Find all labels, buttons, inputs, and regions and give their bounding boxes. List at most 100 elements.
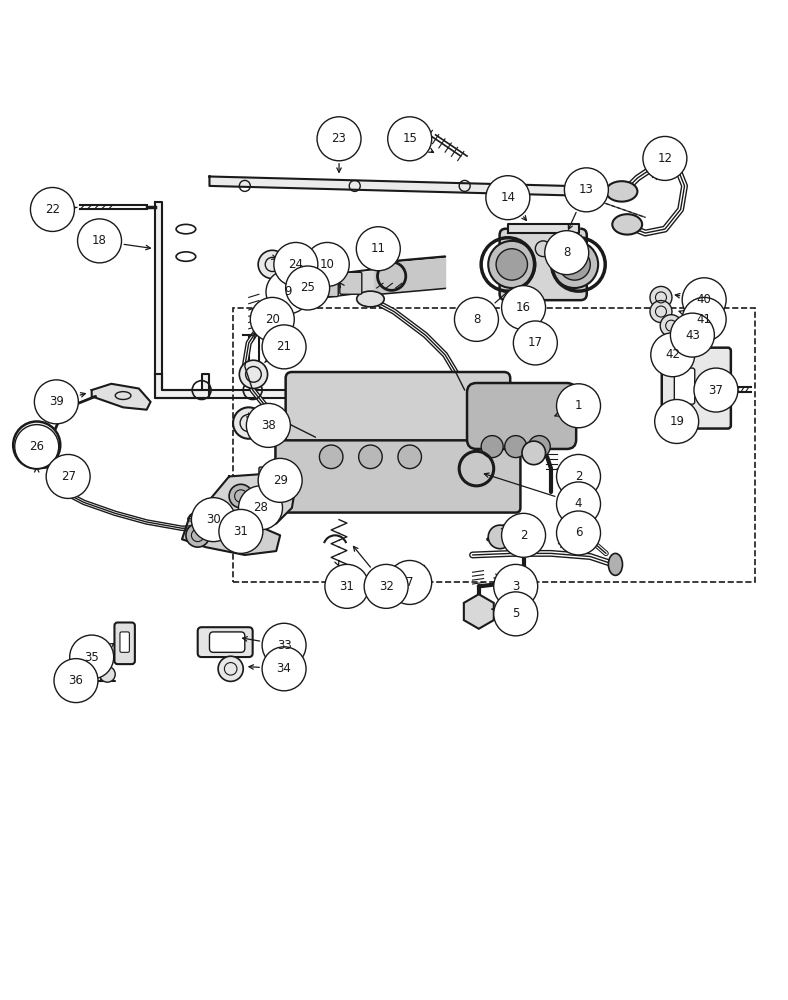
FancyBboxPatch shape: [210, 632, 245, 652]
Circle shape: [496, 249, 527, 280]
Circle shape: [671, 313, 715, 357]
Text: 16: 16: [516, 301, 531, 314]
Circle shape: [655, 399, 699, 443]
Polygon shape: [91, 384, 151, 410]
Text: 29: 29: [273, 474, 288, 487]
Circle shape: [522, 441, 545, 465]
Ellipse shape: [278, 272, 306, 288]
Circle shape: [650, 301, 672, 323]
FancyBboxPatch shape: [662, 348, 730, 429]
Text: 23: 23: [332, 132, 347, 145]
Circle shape: [77, 219, 121, 263]
Circle shape: [229, 484, 253, 508]
Ellipse shape: [608, 553, 623, 575]
Circle shape: [356, 227, 400, 271]
Circle shape: [13, 421, 60, 469]
Text: 15: 15: [402, 132, 417, 145]
Circle shape: [511, 293, 527, 309]
Text: 36: 36: [69, 674, 84, 687]
Circle shape: [556, 454, 600, 498]
Circle shape: [650, 286, 672, 308]
Circle shape: [364, 564, 408, 608]
Text: 12: 12: [657, 152, 672, 165]
Text: 43: 43: [685, 329, 700, 342]
Circle shape: [262, 325, 306, 369]
Circle shape: [233, 407, 265, 439]
Circle shape: [186, 524, 210, 547]
Circle shape: [551, 241, 598, 288]
Circle shape: [54, 659, 98, 703]
Text: 41: 41: [697, 313, 712, 326]
Circle shape: [502, 513, 545, 557]
Circle shape: [556, 482, 600, 526]
Circle shape: [682, 278, 727, 322]
Text: 31: 31: [340, 580, 355, 593]
Text: 18: 18: [92, 234, 107, 247]
Circle shape: [251, 297, 294, 341]
Polygon shape: [210, 176, 567, 195]
Circle shape: [515, 304, 531, 319]
Text: 13: 13: [579, 183, 594, 196]
Circle shape: [505, 436, 526, 458]
Circle shape: [35, 380, 78, 424]
Circle shape: [285, 266, 329, 310]
Circle shape: [266, 270, 310, 314]
Text: 10: 10: [320, 258, 335, 271]
Circle shape: [643, 136, 687, 180]
Circle shape: [262, 647, 306, 691]
Circle shape: [564, 168, 608, 212]
FancyBboxPatch shape: [276, 440, 520, 513]
Text: 28: 28: [253, 501, 268, 514]
Polygon shape: [154, 374, 299, 398]
Bar: [233, 308, 755, 582]
Text: 22: 22: [45, 203, 60, 216]
Circle shape: [219, 509, 263, 553]
Polygon shape: [182, 500, 281, 555]
FancyBboxPatch shape: [500, 229, 587, 300]
Text: 2: 2: [520, 529, 527, 542]
FancyBboxPatch shape: [114, 622, 135, 664]
Ellipse shape: [292, 285, 315, 303]
Circle shape: [218, 656, 243, 681]
Circle shape: [191, 498, 236, 542]
Circle shape: [455, 297, 499, 341]
FancyBboxPatch shape: [259, 467, 272, 494]
Ellipse shape: [606, 181, 637, 202]
Text: 42: 42: [665, 348, 680, 361]
Circle shape: [556, 511, 600, 555]
FancyBboxPatch shape: [316, 275, 338, 297]
Circle shape: [240, 360, 268, 388]
Circle shape: [305, 242, 349, 286]
Circle shape: [15, 425, 59, 469]
Ellipse shape: [612, 214, 642, 235]
Text: 6: 6: [574, 526, 582, 539]
Circle shape: [359, 445, 382, 469]
Text: 32: 32: [379, 580, 393, 593]
Circle shape: [559, 249, 590, 280]
Text: 4: 4: [574, 497, 582, 510]
FancyBboxPatch shape: [285, 372, 510, 459]
Circle shape: [694, 368, 738, 412]
Text: 33: 33: [277, 639, 292, 652]
Circle shape: [319, 445, 343, 469]
Circle shape: [486, 176, 530, 220]
Text: 27: 27: [61, 470, 76, 483]
Text: 34: 34: [277, 662, 292, 675]
Text: 38: 38: [261, 419, 276, 432]
Circle shape: [239, 486, 283, 530]
Circle shape: [513, 321, 557, 365]
Circle shape: [556, 384, 600, 428]
Circle shape: [502, 286, 545, 330]
Circle shape: [398, 445, 422, 469]
Circle shape: [325, 564, 369, 608]
Circle shape: [69, 635, 113, 679]
Text: 35: 35: [84, 651, 99, 664]
Circle shape: [528, 436, 550, 458]
Text: 26: 26: [29, 440, 44, 453]
Text: 2: 2: [574, 470, 582, 483]
Text: 25: 25: [300, 281, 315, 294]
Polygon shape: [154, 202, 210, 398]
Circle shape: [494, 564, 537, 608]
Circle shape: [99, 666, 115, 682]
Text: 19: 19: [669, 415, 684, 428]
